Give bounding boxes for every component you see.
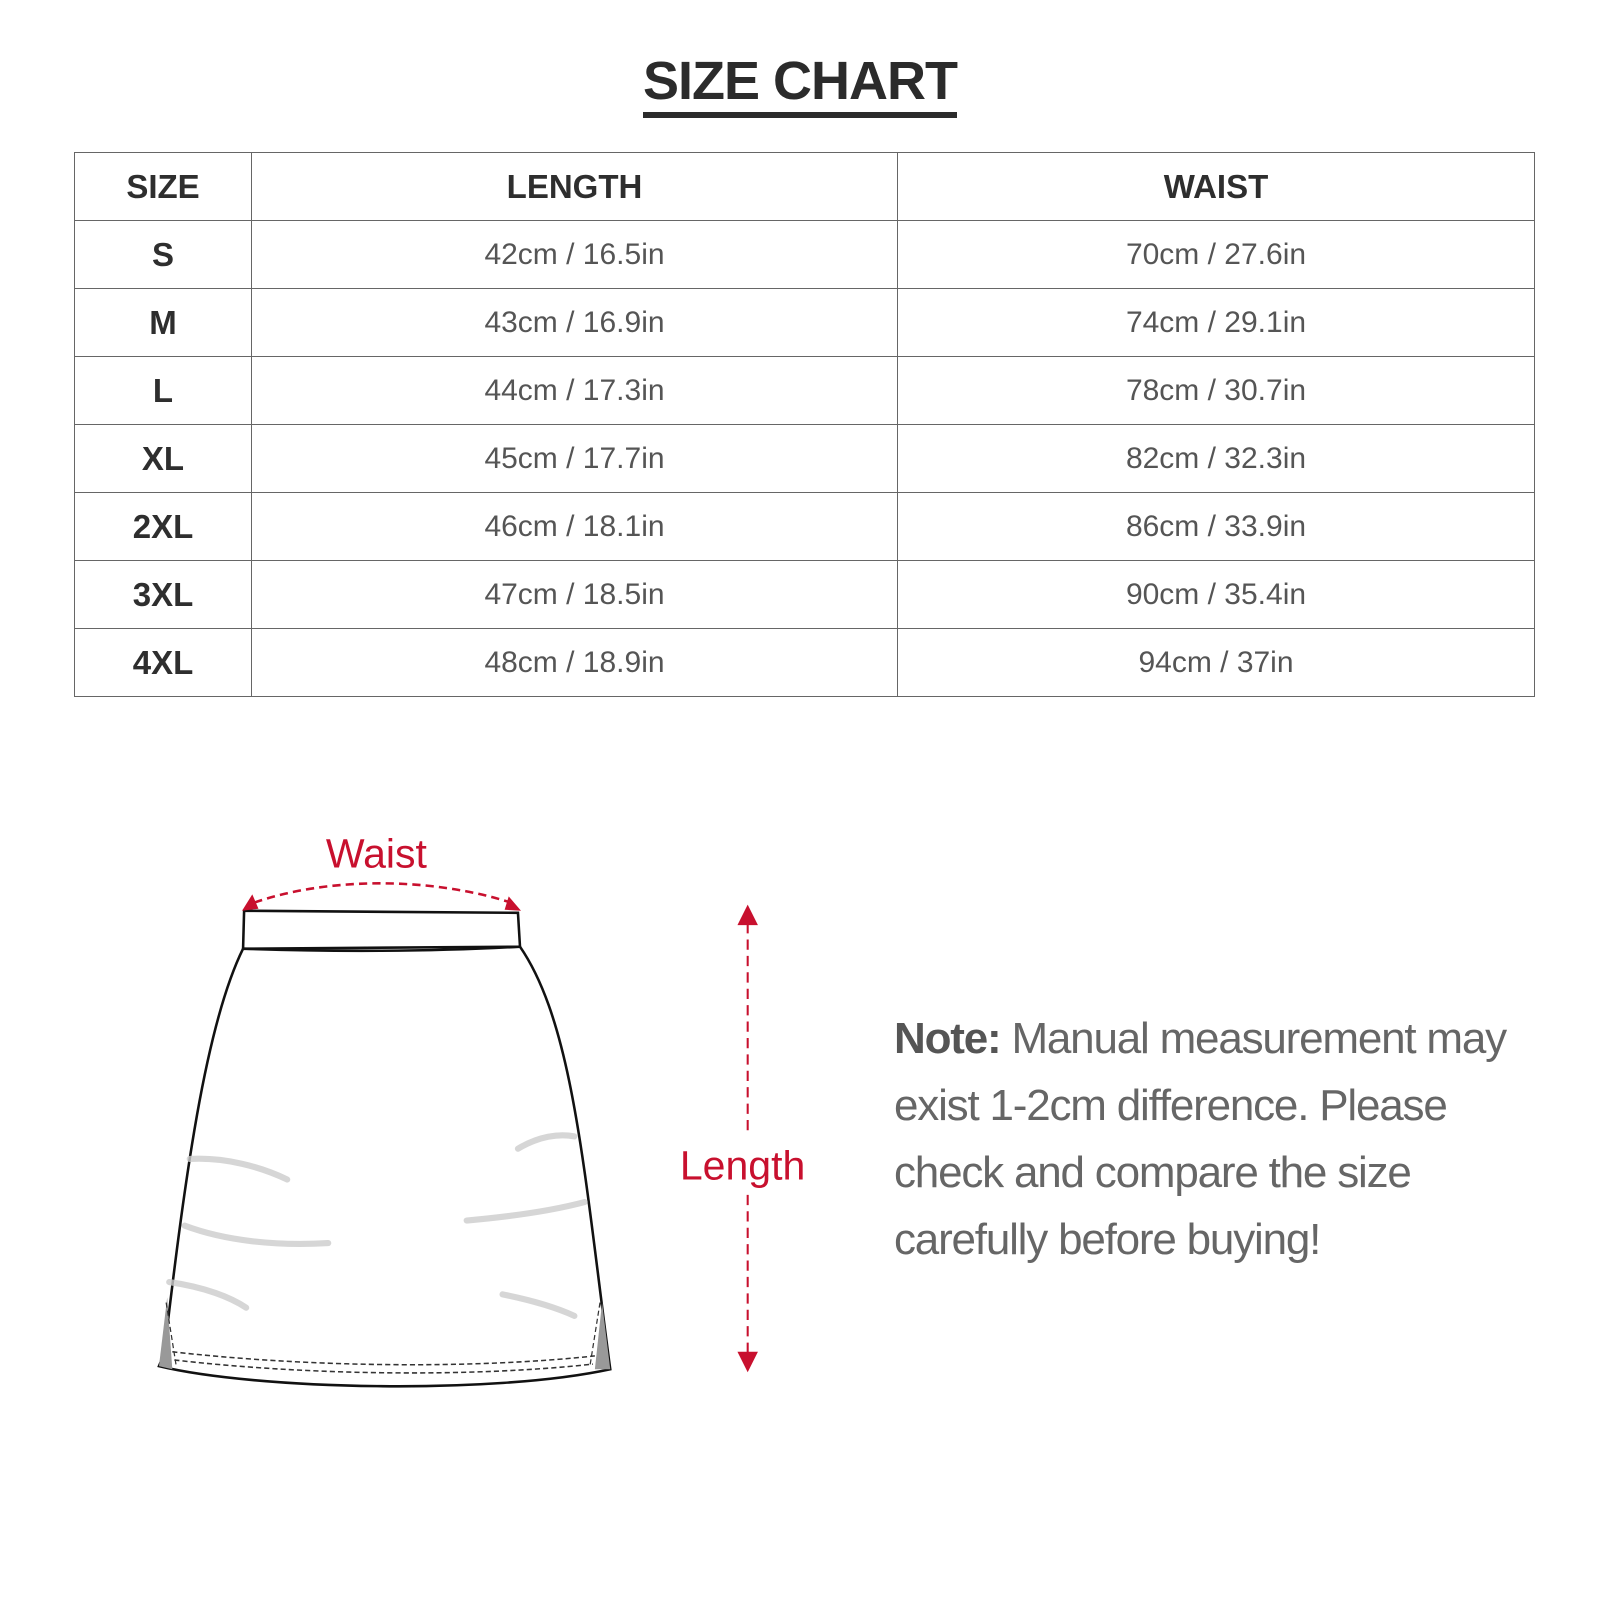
- size-cell: L: [74, 356, 252, 425]
- length-measure-arrow: [737, 904, 758, 1373]
- title-wrap: SIZE CHART: [0, 50, 1600, 118]
- arrowhead-icon: [242, 894, 259, 911]
- length-cell: 42cm / 16.5in: [251, 220, 898, 289]
- note-label: Note:: [894, 1014, 1002, 1063]
- table-row: 4XL 48cm / 18.9in 94cm / 37in: [74, 628, 1535, 697]
- waist-cell: 74cm / 29.1in: [897, 288, 1535, 357]
- length-cell: 43cm / 16.9in: [251, 288, 898, 357]
- waist-cell: 94cm / 37in: [897, 628, 1535, 697]
- table-row: L 44cm / 17.3in 78cm / 30.7in: [74, 356, 1535, 425]
- page-title: SIZE CHART: [643, 50, 958, 118]
- size-cell: 3XL: [74, 560, 252, 629]
- note: Note: Manual measurement may exist 1-2cm…: [894, 1005, 1544, 1273]
- length-label: Length: [680, 1142, 805, 1188]
- size-table: SIZE LENGTH WAIST S 42cm / 16.5in 70cm / 2…: [74, 152, 1535, 697]
- table-header-row: SIZE LENGTH WAIST: [74, 152, 1535, 221]
- waist-label: Waist: [326, 831, 428, 877]
- skirt-drawing: [157, 909, 612, 1388]
- table-row: XL 45cm / 17.7in 82cm / 32.3in: [74, 424, 1535, 493]
- header-size: SIZE: [74, 152, 252, 221]
- waist-cell: 82cm / 32.3in: [897, 424, 1535, 493]
- arrow-up-icon: [737, 904, 758, 926]
- length-cell: 48cm / 18.9in: [251, 628, 898, 697]
- arrowhead-icon: [504, 896, 522, 911]
- length-cell: 46cm / 18.1in: [251, 492, 898, 561]
- size-cell: XL: [74, 424, 252, 493]
- table-row: M 43cm / 16.9in 74cm / 29.1in: [74, 288, 1535, 357]
- header-length: LENGTH: [251, 152, 898, 221]
- size-cell: 2XL: [74, 492, 252, 561]
- table-row: S 42cm / 16.5in 70cm / 27.6in: [74, 220, 1535, 289]
- length-cell: 45cm / 17.7in: [251, 424, 898, 493]
- size-cell: 4XL: [74, 628, 252, 697]
- waist-cell: 86cm / 33.9in: [897, 492, 1535, 561]
- waist-measure-arrow: [242, 882, 522, 911]
- note-text: Manual measurement may exist 1-2cm diffe…: [894, 1014, 1507, 1264]
- table-row: 2XL 46cm / 18.1in 86cm / 33.9in: [74, 492, 1535, 561]
- waist-cell: 70cm / 27.6in: [897, 220, 1535, 289]
- waist-cell: 90cm / 35.4in: [897, 560, 1535, 629]
- waist-cell: 78cm / 30.7in: [897, 356, 1535, 425]
- header-waist: WAIST: [897, 152, 1535, 221]
- arrow-down-icon: [737, 1351, 758, 1373]
